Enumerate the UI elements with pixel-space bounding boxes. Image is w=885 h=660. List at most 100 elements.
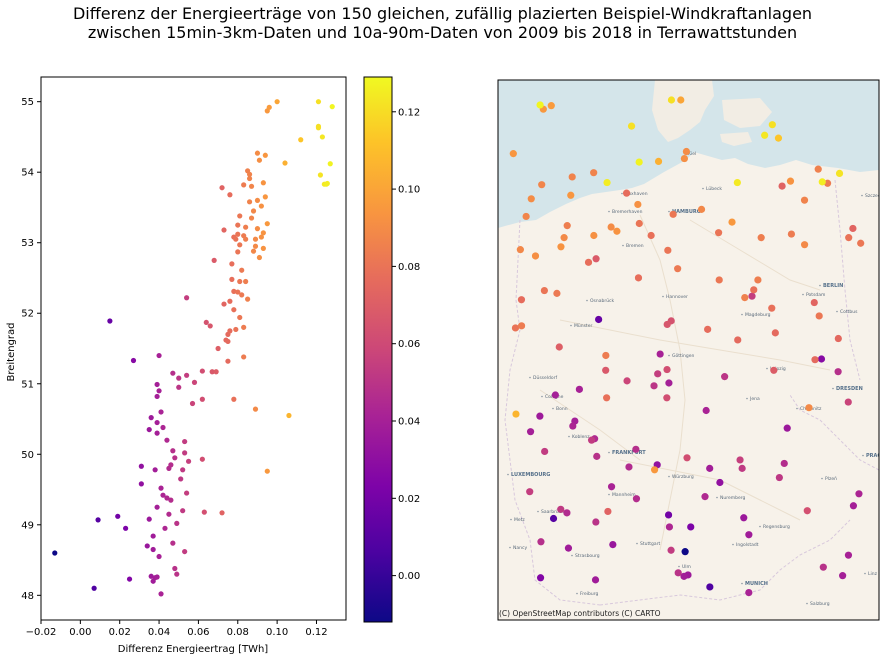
map-point: [593, 452, 601, 460]
y-tick-label: 50: [21, 450, 34, 461]
y-tick-label: 52: [21, 309, 34, 320]
x-axis: −0.02 0.00 0.02 0.04 0.06 0.08 0.10 0.12: [26, 620, 328, 638]
scatter-point: [245, 296, 251, 302]
scatter-point: [156, 553, 162, 560]
city-dot: [702, 187, 704, 190]
scatter-point: [264, 221, 270, 227]
city-dot: [621, 192, 623, 195]
map-point: [855, 490, 863, 498]
y-tick-label: 55: [21, 97, 34, 108]
scatter-point: [327, 161, 333, 167]
city-label: Stuttgart: [640, 541, 660, 547]
scatter-point: [262, 152, 268, 158]
map-point: [613, 227, 621, 235]
map-point: [683, 454, 691, 462]
scatter-point: [164, 495, 170, 501]
scatter-point: [201, 509, 207, 515]
map-point: [835, 169, 844, 177]
city-dot: [529, 376, 531, 379]
map-point: [635, 219, 643, 228]
scatter-point: [146, 516, 152, 522]
scatter-point: [107, 318, 113, 324]
scatter-point: [170, 540, 176, 546]
map-point: [634, 274, 643, 282]
scatter-point: [235, 249, 241, 255]
scatter-point: [184, 372, 190, 378]
city-dot: [608, 493, 610, 496]
scatter-point: [95, 517, 101, 523]
map-point: [622, 189, 631, 197]
map-point: [569, 422, 577, 430]
scatter-point: [160, 492, 166, 498]
map-point: [738, 464, 746, 472]
city-dot: [668, 475, 670, 478]
map-point: [590, 231, 598, 240]
city-dot: [832, 387, 834, 390]
map-point: [536, 574, 545, 582]
map-point: [745, 588, 753, 597]
scatter-point: [262, 194, 268, 200]
map-points: [509, 96, 865, 597]
city-dot: [586, 299, 588, 302]
scatter-point: [130, 357, 137, 364]
map-point: [844, 398, 852, 406]
city-label: Szczecin: [865, 193, 885, 199]
map-point: [680, 154, 688, 163]
map-point: [819, 563, 827, 571]
scatter-point: [254, 226, 261, 232]
city-dot: [509, 546, 511, 549]
map-point: [800, 241, 809, 249]
map-point: [786, 177, 795, 185]
city-label: Metz: [514, 517, 525, 523]
map-point: [555, 343, 563, 351]
x-tick-label: 0.12: [305, 627, 327, 638]
city-dot: [608, 210, 610, 213]
city-label: Lübeck: [706, 186, 722, 192]
map-point: [607, 223, 615, 231]
city-label: Mannheim: [612, 492, 636, 498]
city-dot: [806, 602, 808, 605]
map-point: [800, 196, 809, 204]
city-dot: [622, 244, 624, 247]
scatter-point: [246, 171, 253, 177]
map-point: [634, 200, 642, 209]
map-point: [780, 459, 788, 468]
colorbar-tick-label: 0.04: [398, 417, 420, 428]
scatter-point: [260, 245, 266, 251]
scatter-point: [182, 450, 188, 456]
scatter-point: [154, 574, 160, 580]
map-point: [839, 572, 847, 580]
map-point: [568, 173, 576, 181]
city-label: Düsseldorf: [533, 375, 557, 381]
map-point: [745, 531, 753, 539]
city-label: Salzburg: [810, 601, 830, 607]
map-point: [787, 230, 796, 238]
scatter-point: [158, 409, 164, 415]
scatter-point: [154, 430, 160, 436]
map-point: [715, 229, 723, 237]
map-point: [680, 572, 688, 580]
map-point: [635, 158, 643, 166]
scatter-point: [52, 550, 58, 556]
map-point: [814, 165, 822, 173]
map-point: [650, 382, 658, 390]
map-point: [623, 377, 631, 385]
map-denmark: [652, 80, 714, 142]
city-dot: [741, 313, 743, 316]
map-point: [536, 101, 544, 109]
city-dot: [716, 496, 718, 499]
city-dot: [541, 395, 543, 398]
scatter-point: [174, 520, 180, 526]
map-point: [517, 296, 526, 304]
scatter-point: [237, 242, 243, 248]
map-point: [778, 182, 786, 190]
scatter-point: [166, 511, 172, 517]
scatter-point: [243, 278, 249, 285]
scatter-point: [180, 508, 186, 514]
city-dot: [819, 284, 821, 287]
map-point: [844, 551, 853, 559]
colorbar-tick-label: 0.12: [398, 107, 420, 118]
scatter-points: [52, 99, 335, 597]
city-dot: [796, 407, 798, 410]
scatter-point: [258, 234, 264, 240]
